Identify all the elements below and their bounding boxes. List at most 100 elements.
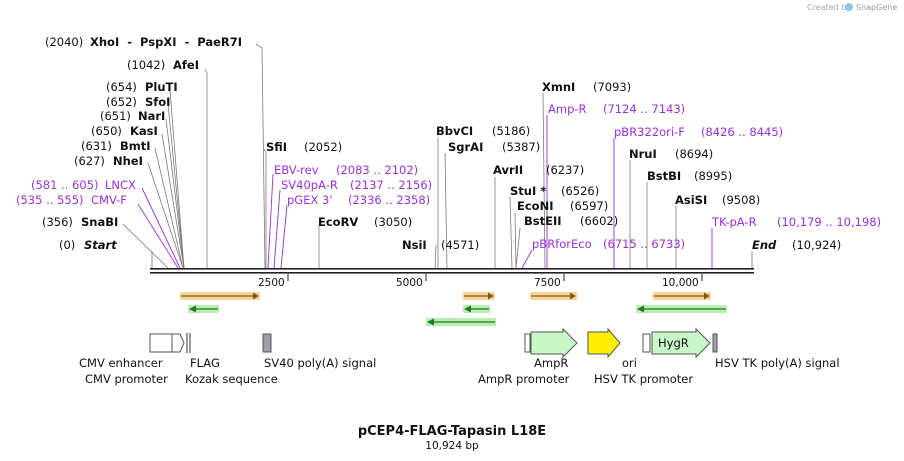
feature-labels: CMV enhancer CMV promoter FLAG Kozak seq… bbox=[79, 356, 840, 386]
site-name: NsiI bbox=[402, 238, 427, 252]
orf-reverse bbox=[463, 305, 490, 313]
site-name: SnaBI bbox=[81, 215, 118, 229]
feature-label: ori bbox=[622, 356, 637, 370]
site-name: PluTI bbox=[145, 80, 178, 94]
snapgene-logo-icon bbox=[845, 3, 853, 11]
site-name: SfiI bbox=[266, 140, 287, 154]
site-pos: (6597) bbox=[570, 199, 608, 213]
feature-label: SV40 poly(A) signal bbox=[264, 356, 376, 370]
orf-forward bbox=[653, 292, 711, 300]
primer-range: (535 .. 555) bbox=[16, 193, 84, 207]
orf-forward bbox=[530, 292, 577, 300]
feature-label: CMV enhancer bbox=[79, 356, 163, 370]
cmv-promoter-arrow bbox=[171, 333, 185, 353]
feature-label: HSV TK poly(A) signal bbox=[715, 356, 840, 370]
plasmid-title: pCEP4-FLAG-Tapasin L18E bbox=[358, 424, 546, 439]
site-name: NruI bbox=[629, 147, 657, 161]
feature-label: HygR bbox=[658, 336, 689, 350]
primer-range: (8426 .. 8445) bbox=[701, 125, 783, 139]
primer-leader-lines bbox=[137, 115, 713, 269]
tick-label: 2500 bbox=[258, 277, 285, 289]
site-name: BstBI bbox=[647, 169, 681, 183]
site-pos: (6602) bbox=[580, 214, 618, 228]
site-pos: (9508) bbox=[722, 193, 760, 207]
primer-range: (2083 .. 2102) bbox=[336, 163, 418, 177]
feature-label: Kozak sequence bbox=[185, 372, 278, 386]
site-name: EcoRV bbox=[318, 215, 358, 229]
site-pos: (8694) bbox=[675, 147, 713, 161]
site-pos: (5186) bbox=[492, 124, 530, 138]
orf-reverse bbox=[426, 318, 496, 326]
ampr-promoter-box bbox=[524, 333, 531, 353]
credit-text: Created by bbox=[807, 3, 851, 12]
primer-range: (581 .. 605) bbox=[31, 178, 99, 192]
credit-brand: SnapGene bbox=[856, 3, 897, 12]
site-name: BstEII bbox=[524, 214, 562, 228]
feature-label: AmpR promoter bbox=[478, 372, 570, 386]
feature-label: CMV promoter bbox=[85, 372, 168, 386]
primer-name: pGEX 3' bbox=[287, 193, 333, 207]
site-pos: (1042) bbox=[127, 58, 165, 72]
site-name: BmtI bbox=[120, 139, 151, 153]
primer-range: (2137 .. 2156) bbox=[350, 178, 432, 192]
orf-forward bbox=[463, 292, 495, 300]
feature-label: FLAG bbox=[190, 356, 220, 370]
end-label: End bbox=[752, 238, 777, 252]
site-name: StuI * bbox=[510, 184, 546, 198]
tick-label: 7500 bbox=[534, 277, 561, 289]
primer-name: TK-pA-R bbox=[711, 215, 757, 229]
ampr-arrow bbox=[530, 327, 578, 359]
site-pos: (4571) bbox=[441, 238, 479, 252]
site-name: EcoNI bbox=[517, 199, 553, 213]
site-name: SgrAI bbox=[448, 140, 483, 154]
primer-name: CMV-F bbox=[91, 193, 127, 207]
start-label: Start bbox=[84, 238, 117, 252]
site-name: XmnI bbox=[542, 80, 575, 94]
site-pos: (5387) bbox=[502, 140, 540, 154]
end-pos: (10,924) bbox=[792, 238, 841, 252]
primer-range: (6715 .. 6733) bbox=[603, 237, 685, 251]
sv40-polya-box bbox=[262, 333, 272, 353]
site-pos: (7093) bbox=[593, 80, 631, 94]
site-pos: (627) bbox=[74, 154, 105, 168]
feature-label: AmpR bbox=[534, 356, 568, 370]
primer-range: (10,179 .. 10,198) bbox=[777, 215, 881, 229]
ori-arrow bbox=[587, 327, 621, 359]
orf-arrows bbox=[180, 292, 727, 326]
tick-label: 5000 bbox=[396, 277, 423, 289]
site-labels: (2040) XhoI - PspXI - PaeR7I (1042) AfeI… bbox=[42, 35, 760, 252]
primer-range: (2336 .. 2358) bbox=[348, 193, 430, 207]
primer-name: LNCX bbox=[105, 178, 136, 192]
primer-name: Amp-R bbox=[548, 102, 587, 116]
site-pos: (652) bbox=[106, 95, 137, 109]
site-pos: (8995) bbox=[694, 169, 732, 183]
primer-labels: (581 .. 605) LNCX (535 .. 555) CMV-F EBV… bbox=[16, 102, 881, 251]
backbone bbox=[150, 268, 754, 274]
site-name: AvrII bbox=[493, 163, 523, 177]
site-name: NarI bbox=[138, 109, 165, 123]
site-pos: (2052) bbox=[304, 140, 342, 154]
primer-name: pBR322ori-F bbox=[614, 125, 685, 139]
orf-forward bbox=[180, 292, 260, 300]
site-pos: (6237) bbox=[546, 163, 584, 177]
site-name: XhoI - PspXI - PaeR7I bbox=[90, 35, 242, 49]
site-pos: (2040) bbox=[45, 35, 83, 49]
site-name: AsiSI bbox=[675, 193, 707, 207]
site-name: NheI bbox=[113, 154, 143, 168]
plasmid-size: 10,924 bp bbox=[425, 440, 479, 452]
site-pos: (654) bbox=[106, 80, 137, 94]
primer-range: (7124 .. 7143) bbox=[603, 102, 685, 116]
hsv-tk-promoter-box bbox=[642, 333, 651, 353]
site-pos: (631) bbox=[81, 139, 112, 153]
tick-label: 10,000 bbox=[662, 277, 699, 289]
start-pos: (0) bbox=[59, 238, 75, 252]
site-leader-lines bbox=[122, 43, 677, 269]
site-name: BbvCI bbox=[436, 124, 473, 138]
site-pos: (651) bbox=[100, 109, 131, 123]
primer-name: EBV-rev bbox=[274, 163, 319, 177]
site-pos: (356) bbox=[42, 215, 73, 229]
site-name: AfeI bbox=[173, 58, 199, 72]
feature-label: HSV TK promoter bbox=[594, 372, 693, 386]
scale-ticks bbox=[287, 274, 703, 281]
